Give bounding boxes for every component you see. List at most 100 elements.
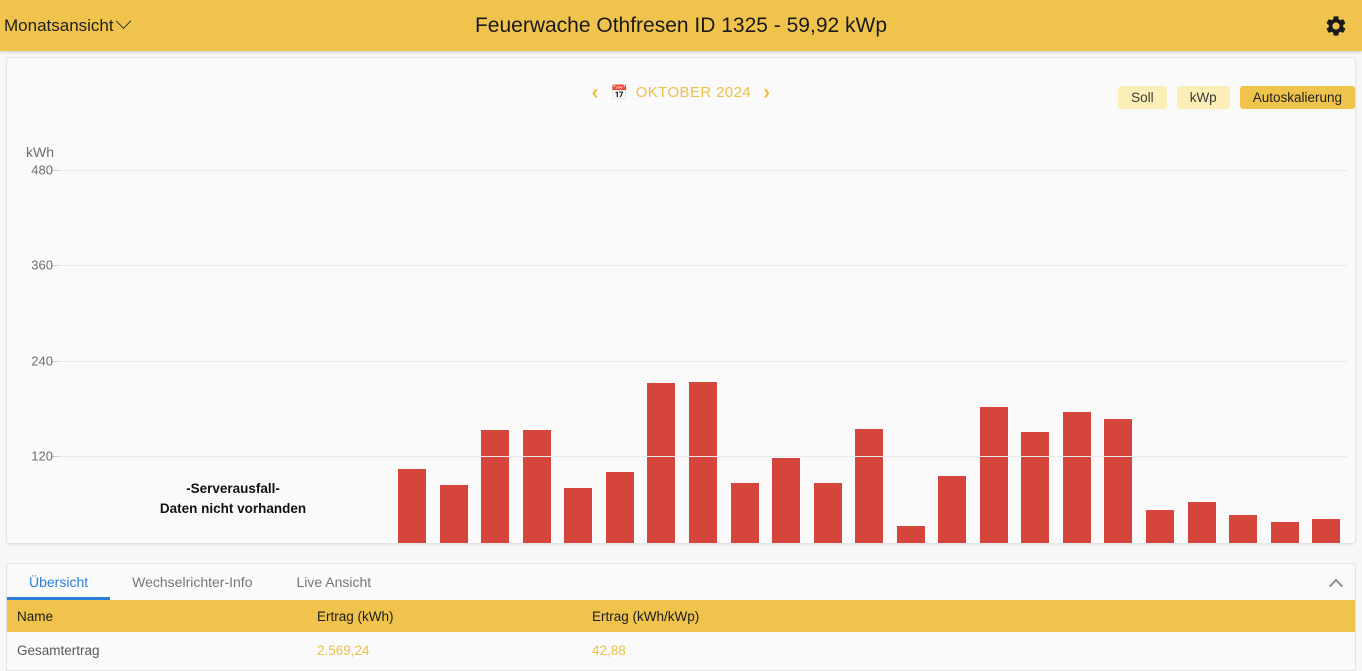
bar-day-11[interactable]	[481, 429, 510, 543]
tab-live-ansicht[interactable]: Live Ansicht	[296, 574, 372, 590]
bar-slot	[350, 170, 392, 543]
outage-annotation-line1: -Serverausfall-	[186, 481, 280, 496]
bar-slot	[931, 170, 973, 543]
calendar-icon: 📅	[610, 84, 629, 100]
bar-slot	[807, 170, 849, 543]
y-axis-tick-mark	[51, 265, 59, 267]
bar-day-9[interactable]	[398, 469, 427, 543]
bar-slot	[599, 170, 641, 543]
tab-wechselrichter-info[interactable]: Wechselrichter-Info	[132, 574, 253, 590]
bar-slot	[724, 170, 766, 543]
column-header-name[interactable]: Name	[7, 600, 317, 632]
bar-slot	[973, 170, 1015, 543]
bar-day-14[interactable]	[605, 471, 634, 543]
bar-day-27[interactable]	[1145, 509, 1174, 543]
bar-day-21[interactable]	[896, 526, 925, 543]
chevron-up-icon	[1328, 578, 1344, 593]
y-axis-unit: kWh	[26, 144, 54, 160]
bar-day-31[interactable]	[1312, 519, 1341, 543]
prev-month-button[interactable]: ‹	[591, 81, 599, 104]
y-axis-tick-mark	[51, 170, 59, 171]
bar-slot	[1139, 170, 1181, 543]
table-header-row: Name Ertrag (kWh) Ertrag (kWh/kWp)	[7, 600, 1355, 632]
y-axis-tick-label: 0	[46, 544, 53, 545]
y-axis-tick-label: 120	[31, 448, 53, 464]
y-axis-tick-mark	[51, 455, 59, 457]
page-title: Feuerwache Othfresen ID 1325 - 59,92 kWp	[474, 13, 888, 37]
bar-day-20[interactable]	[855, 428, 884, 543]
chevron-down-icon	[115, 13, 131, 30]
gridline	[59, 455, 1347, 457]
bar-slot	[516, 170, 558, 543]
cell-name: Gesamtertrag	[7, 632, 317, 669]
bar-day-19[interactable]	[813, 482, 842, 543]
bar-slot	[101, 170, 143, 543]
bar-slot	[433, 170, 475, 543]
bar-slot	[1264, 170, 1306, 543]
bar-day-16[interactable]	[688, 381, 717, 543]
chart-plot-area: 0 120 240 360 480	[31, 163, 1347, 543]
month-picker[interactable]: 📅 OKTOBER 2024	[611, 84, 751, 101]
bar-slot	[682, 170, 724, 543]
gridline	[59, 265, 1347, 267]
bar-day-23[interactable]	[979, 407, 1008, 543]
bar-slot	[890, 170, 932, 543]
bar-slot	[308, 170, 350, 543]
y-axis-tick-label: 360	[31, 257, 53, 273]
bar-slot	[848, 170, 890, 543]
next-month-button[interactable]: ›	[763, 81, 771, 104]
bar-day-10[interactable]	[439, 485, 468, 543]
bar-slot	[474, 170, 516, 543]
cell-ertrag-kwh: 2.569,24	[317, 632, 592, 669]
app-bar: Monatsansicht Feuerwache Othfresen ID 13…	[0, 0, 1362, 51]
column-header-ertrag-kwp[interactable]: Ertrag (kWh/kWp)	[592, 600, 1355, 632]
outage-annotation-line2: Daten nicht vorhanden	[159, 501, 307, 516]
bar-day-22[interactable]	[938, 476, 967, 543]
y-axis-tick-label: 240	[31, 353, 53, 368]
toggle-kwp[interactable]: kWp	[1176, 86, 1230, 109]
y-axis-tick-label: 480	[31, 162, 53, 178]
month-navigator: ‹ 📅 OKTOBER 2024 ›	[591, 82, 770, 103]
column-header-ertrag-kwh[interactable]: Ertrag (kWh)	[317, 600, 592, 632]
bar-day-12[interactable]	[522, 430, 551, 543]
bar-series	[59, 170, 1347, 543]
bar-day-13[interactable]	[564, 488, 593, 543]
y-axis-tick-mark	[51, 360, 59, 362]
summary-table: Name Ertrag (kWh) Ertrag (kWh/kWp) Gesam…	[7, 600, 1355, 669]
table-row[interactable]: Gesamtertrag 2.569,24 42,88	[7, 632, 1355, 669]
view-selector-label: Monatsansicht	[4, 15, 114, 35]
chart-options: Soll kWp Autoskalierung	[1118, 86, 1355, 109]
chart-card: ‹ 📅 OKTOBER 2024 › Soll kWp Autoskalieru…	[6, 57, 1356, 544]
bar-slot	[1056, 170, 1098, 543]
toggle-autoskalierung[interactable]: Autoskalierung	[1239, 86, 1355, 109]
view-selector[interactable]: Monatsansicht	[0, 13, 131, 36]
bar-slot	[1181, 170, 1223, 543]
month-label: OKTOBER 2024	[635, 84, 752, 101]
bar-slot	[1305, 170, 1347, 543]
bar-day-26[interactable]	[1104, 419, 1133, 543]
bar-slot	[765, 170, 807, 543]
bar-day-17[interactable]	[730, 482, 759, 543]
bar-slot	[1222, 170, 1264, 543]
toggle-soll[interactable]: Soll	[1118, 86, 1167, 109]
bar-slot	[391, 170, 433, 543]
bar-slot	[558, 170, 600, 543]
outage-annotation: -Serverausfall- Daten nicht vorhanden	[157, 479, 309, 519]
gear-icon	[1326, 15, 1346, 36]
settings-button[interactable]	[1318, 8, 1354, 44]
bar-day-30[interactable]	[1270, 522, 1299, 543]
bar-day-18[interactable]	[772, 458, 801, 543]
bar-day-25[interactable]	[1062, 412, 1091, 543]
bar-slot	[59, 170, 101, 543]
details-collapse-button[interactable]	[1325, 572, 1347, 594]
bar-slot	[1015, 170, 1057, 543]
details-tabs: Übersicht Wechselrichter-Info Live Ansic…	[7, 564, 1355, 600]
bar-day-29[interactable]	[1229, 515, 1258, 543]
bar-day-24[interactable]	[1021, 431, 1050, 543]
bar-slot	[641, 170, 683, 543]
gridline	[59, 170, 1347, 171]
gridline	[59, 360, 1347, 362]
bar-day-28[interactable]	[1187, 501, 1216, 543]
tab-uebersicht[interactable]: Übersicht	[7, 564, 110, 600]
bar-day-15[interactable]	[647, 382, 676, 543]
